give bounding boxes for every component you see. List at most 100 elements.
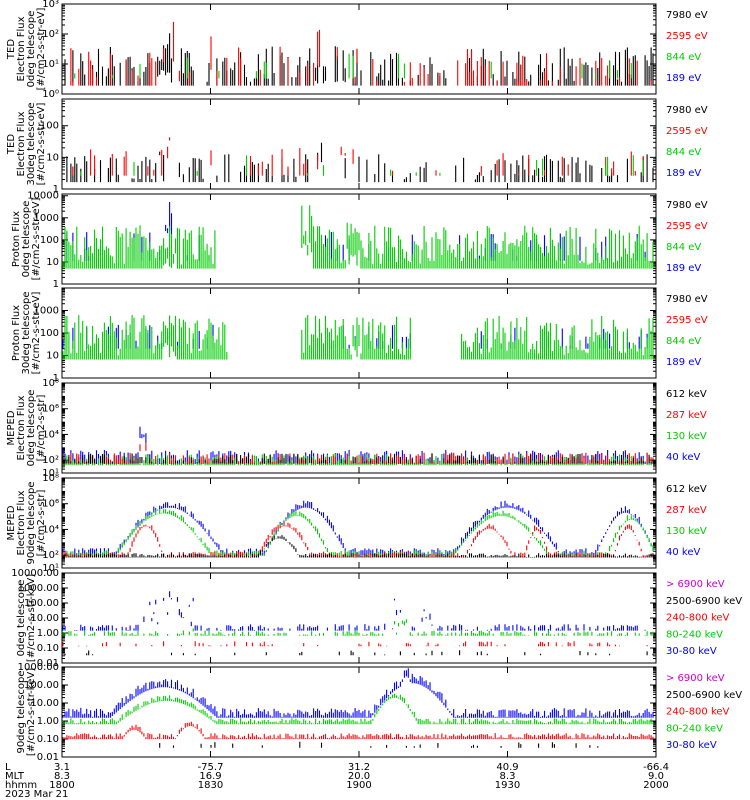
series-1-trace <box>62 591 646 631</box>
y-tick-label: 10.00 <box>30 613 59 624</box>
y-tick-label: 1.00 <box>37 716 59 727</box>
series-4-trace <box>64 650 654 656</box>
legend-entry: 844 eV <box>666 52 701 63</box>
y-axis-label: Proton Flux <box>11 211 22 267</box>
legend-entry: 7980 eV <box>666 294 708 305</box>
legend-entry: 189 eV <box>666 73 701 84</box>
y-tick-label: 100 <box>40 328 59 339</box>
y-tick-label: 1000.00 <box>18 583 59 594</box>
y-tick-label: 10¹ <box>42 563 59 574</box>
y-axis-label: [#/cm2-s-str] <box>36 394 47 461</box>
y-tick-label: 100.00 <box>24 598 59 609</box>
series-3-trace <box>80 155 644 176</box>
y-tick-label: 10² <box>42 455 59 466</box>
x-row-label: hhmm <box>5 780 37 791</box>
y-axis-label: 0deg telescope <box>21 201 32 278</box>
legend-entry: > 6900 keV <box>666 579 725 590</box>
x-tick-label: 31.2 <box>348 762 370 773</box>
series-2-trace <box>62 509 654 556</box>
legend-entry: 2595 eV <box>666 315 708 326</box>
series-2-trace <box>62 205 654 269</box>
legend-entry: 189 eV <box>666 263 701 274</box>
y-axis-label: 0deg telescope <box>26 390 37 467</box>
y-axis-label: TED <box>6 134 17 155</box>
legend-entry: 844 eV <box>666 336 701 347</box>
y-tick-label: 1 <box>53 279 59 290</box>
legend-entry: 189 eV <box>666 168 701 179</box>
y-tick-label: 10³ <box>42 0 59 10</box>
x-axis: L 3.1 -75.7 31.2 40.9 -66.4 MLT 8.3 16.9 20.0 8.3 9… <box>5 762 669 800</box>
y-axis-label: MEPED <box>6 410 17 445</box>
legend-entry: 612 keV <box>666 484 707 495</box>
y-tick-label: 10⁸ <box>42 473 59 484</box>
y-tick-label: 10¹ <box>42 59 59 70</box>
x-tick-label: -75.7 <box>198 762 224 773</box>
legend-entry: 30-80 keV <box>666 740 717 751</box>
y-axis-label: 30deg telescope <box>21 291 32 374</box>
y-tick-label: 0.01 <box>37 658 59 669</box>
y-tick-label: 0.10 <box>37 643 59 654</box>
series-3-trace <box>62 721 654 740</box>
legend-entry: 240-800 keV <box>666 613 730 624</box>
legend-entry: 2595 eV <box>666 126 708 137</box>
y-tick-label: 10000.00 <box>11 568 59 579</box>
legend-entry: 7980 eV <box>666 105 708 116</box>
y-axis-label: 90deg telescope <box>16 670 27 753</box>
y-tick-label: 1.00 <box>37 628 59 639</box>
x-tick-label: 40.9 <box>496 762 518 773</box>
legend-entry: 7980 eV <box>666 200 708 211</box>
panel-7: 0.01 0.10 1.00 10.00 100.00 1000.00 10000.000d… <box>11 568 742 669</box>
y-tick-label: 100 <box>40 235 59 246</box>
y-tick-label: 10⁶ <box>42 404 59 415</box>
series-1-trace <box>66 142 654 183</box>
legend-entry: 189 eV <box>666 357 701 368</box>
y-tick-label: 10⁴ <box>42 429 59 440</box>
y-tick-label: 10⁶ <box>42 499 59 510</box>
x-tick-label: 1800 <box>49 780 74 791</box>
x-tick-label: 9.0 <box>648 771 664 782</box>
legend-entry: 80-240 keV <box>666 723 723 734</box>
x-tick-label: 8.3 <box>500 771 516 782</box>
y-tick-label: 100.00 <box>24 680 59 691</box>
series-2-trace <box>62 315 654 360</box>
y-tick-label: 10.00 <box>30 698 59 709</box>
y-tick-label: 1 <box>53 373 59 384</box>
legend-entry: 130 keV <box>666 431 707 442</box>
series-4-trace <box>62 535 654 558</box>
legend-entry: 2500-6900 keV <box>666 596 742 607</box>
x-tick-label: 16.9 <box>199 771 221 782</box>
panel-4: 1 10 100 1000 Proton Flux 30deg telescope [#/c… <box>11 287 708 384</box>
y-tick-label: 10¹ <box>42 468 59 479</box>
x-tick-label: 1830 <box>198 780 223 791</box>
legend-entry: 2595 eV <box>666 31 708 42</box>
x-tick-label: 8.3 <box>54 771 70 782</box>
panel-frame <box>61 572 657 664</box>
legend-entry: > 6900 keV <box>666 673 725 684</box>
legend-entry: 844 eV <box>666 242 701 253</box>
y-axis-label: Electron Flux <box>16 395 27 460</box>
x-tick-label: -66.4 <box>643 762 669 773</box>
series-2-trace <box>62 693 654 725</box>
y-axis-label: Electron Flux <box>16 16 27 81</box>
panel-1: 10⁰ 10¹ 10² 10³ TED Electron Flux 0deg telesco… <box>6 0 708 100</box>
y-tick-label: 0.10 <box>37 734 59 745</box>
legend-entry: 30-80 keV <box>666 646 717 657</box>
date-label: 2023 Mar 21 <box>5 789 68 800</box>
y-axis-label: [#/cm2-s-str-eV] <box>31 198 42 281</box>
y-tick-label: 10² <box>42 29 59 40</box>
x-tick-label: 1900 <box>346 780 371 791</box>
y-tick-label: 1000.00 <box>18 662 59 673</box>
legend-entry: 2595 eV <box>666 221 708 232</box>
y-axis-label: Electron Flux <box>16 490 27 555</box>
y-axis-label: 0deg telescope <box>16 580 27 657</box>
legend-entry: 240-800 keV <box>666 707 730 718</box>
x-row-label: MLT <box>5 771 25 782</box>
y-axis-label: 0deg telescope <box>26 11 37 88</box>
legend-entry: 287 keV <box>666 410 707 421</box>
y-tick-label: 10000 <box>27 191 59 202</box>
y-tick-label: 10⁸ <box>42 378 59 389</box>
legend-entry: 612 keV <box>666 389 707 400</box>
